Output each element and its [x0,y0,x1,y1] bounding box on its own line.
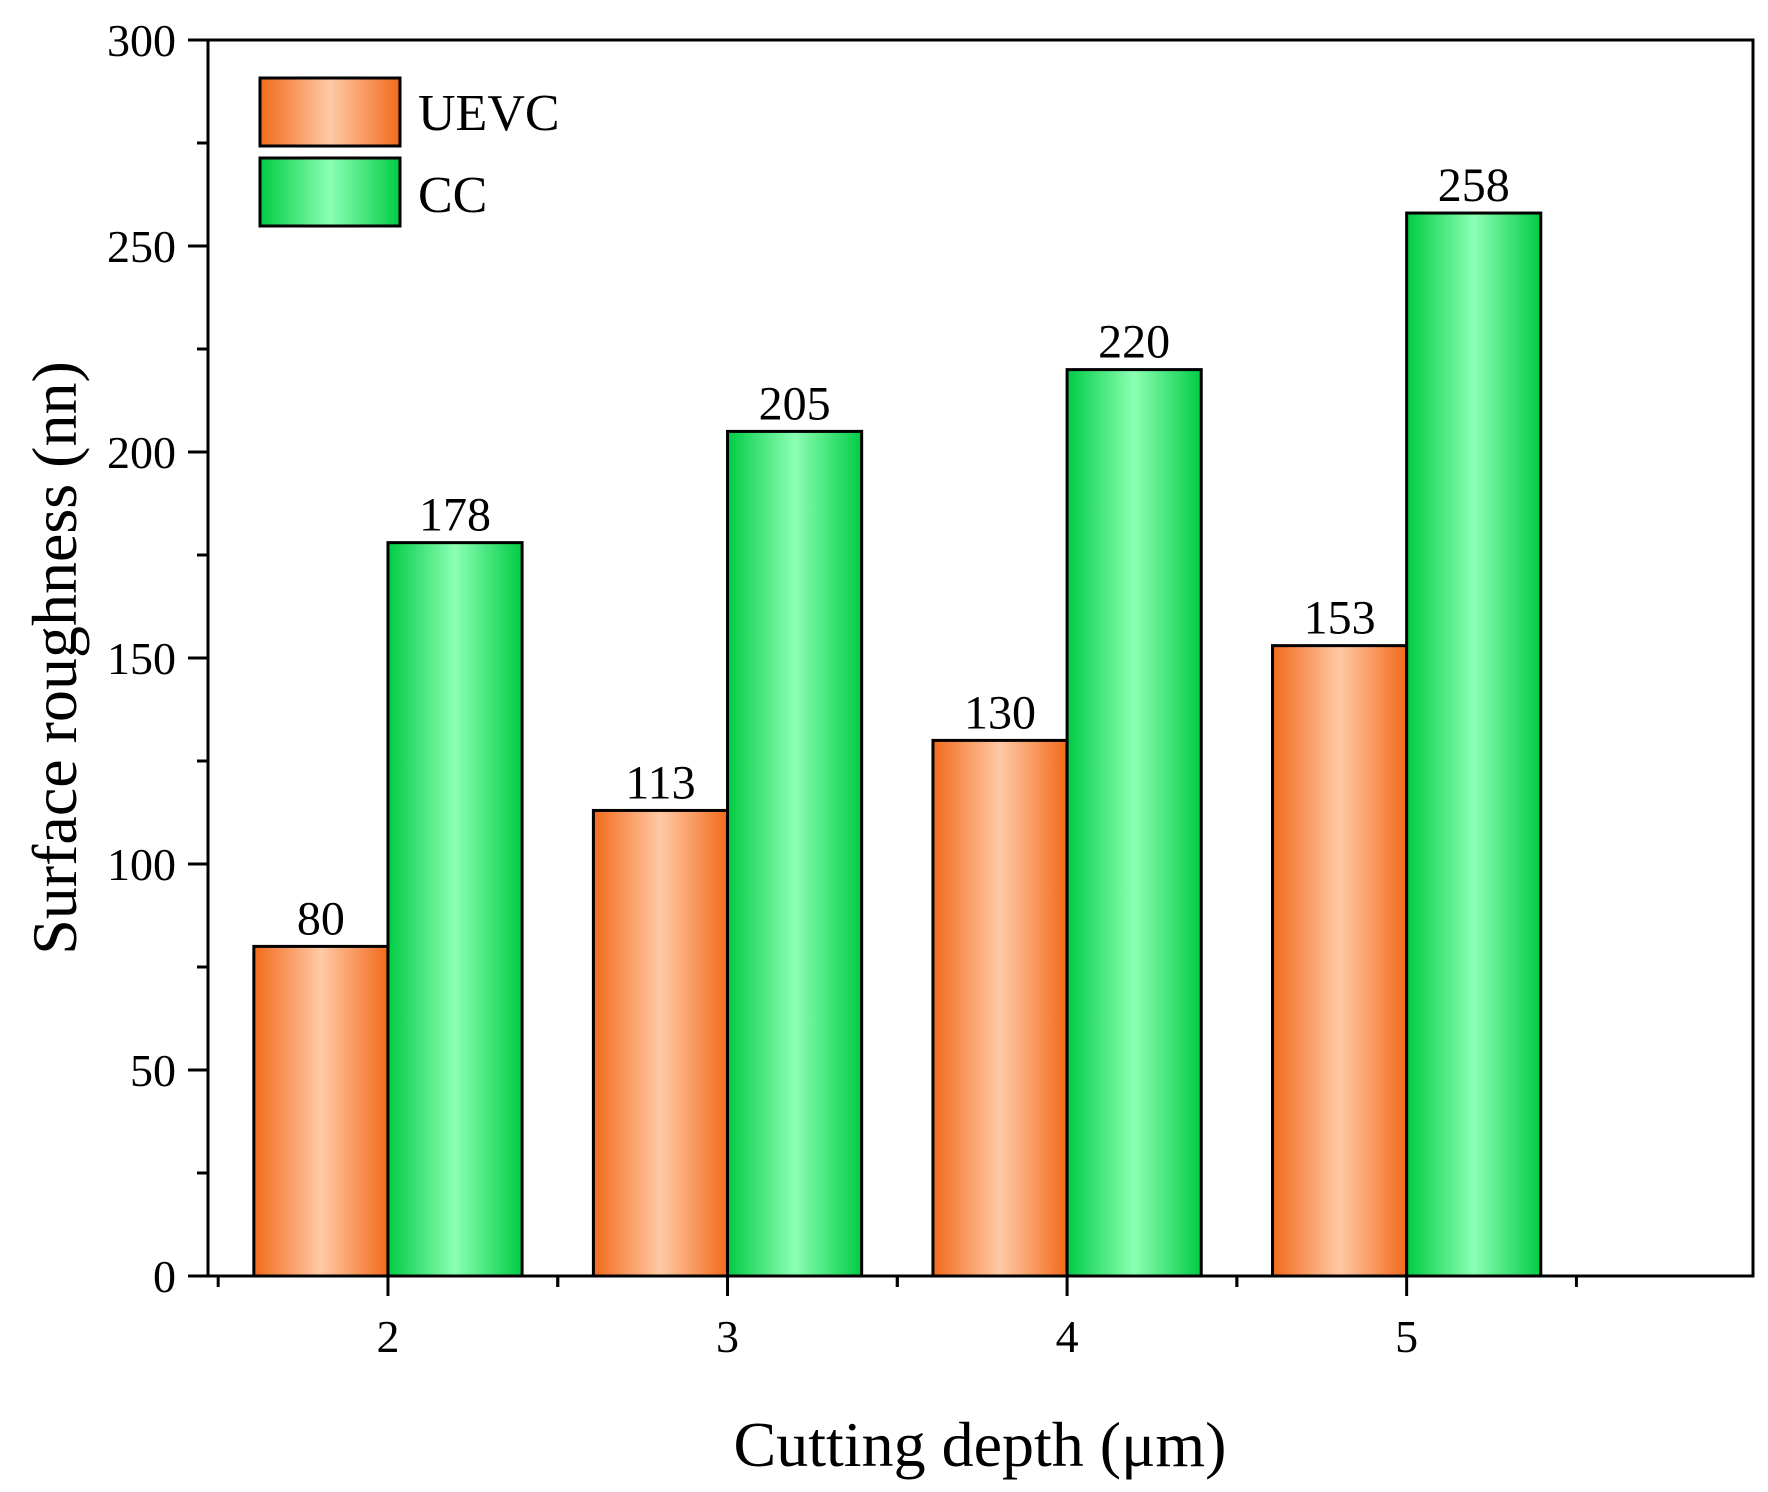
y-tick-label: 0 [153,1251,176,1302]
plot-frame [206,38,1755,1278]
legend-label-uevc: UEVC [418,85,560,142]
bar-uevc-2 [252,944,390,1278]
y-tick-label: 300 [107,15,176,66]
data-label-cc-3: 205 [759,377,831,430]
y-tick-label: 150 [107,633,176,684]
y-axis-title: Surface roughness (nn) [19,361,90,955]
x-tick-label: 5 [1395,1311,1418,1362]
data-label-uevc-3: 113 [625,756,695,809]
x-axis-title: Cutting depth (μm) [734,1409,1227,1480]
y-tick-label: 200 [107,427,176,478]
legend-swatch-cc [258,156,402,228]
y-tick-label: 250 [107,221,176,272]
y-tick-label: 50 [130,1045,176,1096]
bar-uevc-4 [931,738,1069,1278]
data-label-cc-5: 258 [1438,159,1510,212]
data-label-cc-2: 178 [419,489,491,542]
y-tick-label: 100 [107,839,176,890]
axis-ticks: 0 50 100 150 200 250 300 2 3 4 5 [107,15,1578,1362]
bars [252,211,1543,1278]
bar-uevc-3 [591,808,730,1278]
legend-swatch-uevc [258,76,402,148]
data-label-uevc-2: 80 [297,892,345,945]
legend-label-cc: CC [418,167,487,224]
legend: UEVC CC [258,76,560,228]
data-label-uevc-4: 130 [964,686,1036,739]
x-tick-label: 2 [376,1311,399,1362]
data-label-cc-4: 220 [1098,316,1170,369]
x-tick-label: 4 [1056,1311,1079,1362]
bar-cc-3 [726,429,864,1278]
bar-cc-5 [1405,211,1543,1278]
bar-uevc-5 [1271,644,1409,1278]
data-labels: 80 113 130 153 178 205 220 258 [297,159,1510,945]
data-label-uevc-5: 153 [1304,592,1376,645]
bar-cc-2 [386,541,524,1278]
x-tick-label: 3 [716,1311,739,1362]
bar-cc-4 [1065,368,1203,1278]
